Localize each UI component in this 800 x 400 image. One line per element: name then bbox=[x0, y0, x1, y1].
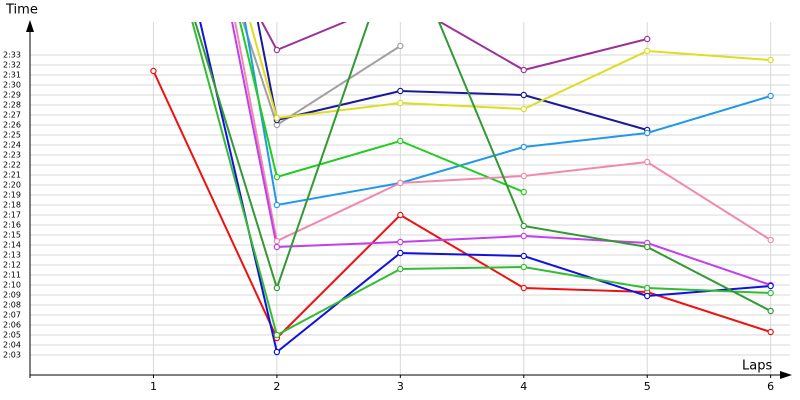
series-line bbox=[194, 22, 772, 312]
y-tick-label: 2:33 bbox=[3, 51, 21, 60]
y-tick-label: 2:11 bbox=[3, 271, 21, 280]
series-line bbox=[152, 70, 771, 340]
y-tick-label: 2:26 bbox=[3, 121, 21, 130]
y-tick-label: 2:19 bbox=[3, 191, 21, 200]
y-tick-label: 2:10 bbox=[3, 281, 21, 290]
y-tick-label: 2:03 bbox=[3, 351, 21, 360]
grid bbox=[30, 22, 790, 375]
data-point bbox=[520, 105, 527, 113]
data-point bbox=[520, 91, 527, 99]
data-point bbox=[644, 47, 651, 55]
data-point bbox=[520, 143, 527, 151]
y-tick-label: 2:04 bbox=[3, 341, 21, 350]
data-point bbox=[273, 46, 281, 54]
data-point bbox=[273, 237, 281, 245]
y-tick-label: 2:27 bbox=[3, 111, 21, 120]
series-line bbox=[244, 22, 771, 207]
y-tick-label: 2:23 bbox=[3, 151, 21, 160]
data-point bbox=[520, 263, 527, 271]
x-tick-label: 3 bbox=[397, 380, 404, 393]
data-point bbox=[397, 179, 404, 187]
x-axis-label: Laps bbox=[742, 359, 772, 374]
y-tick-label: 2:30 bbox=[3, 81, 21, 90]
data-point bbox=[397, 211, 404, 219]
lines bbox=[150, 0, 774, 356]
data-point bbox=[644, 284, 651, 292]
x-tick-label: 2 bbox=[273, 380, 280, 393]
y-tick-label: 2:17 bbox=[3, 211, 21, 220]
series-line bbox=[238, 22, 525, 193]
data-point bbox=[397, 265, 404, 273]
data-point bbox=[520, 66, 527, 74]
y-tick-label: 2:32 bbox=[3, 61, 21, 70]
data-point bbox=[644, 129, 651, 137]
data-point bbox=[767, 282, 774, 290]
series-line bbox=[260, 22, 648, 72]
y-tick-label: 2:07 bbox=[3, 311, 21, 320]
x-tick-label: 4 bbox=[520, 380, 527, 393]
x-tick-label: 5 bbox=[644, 380, 651, 393]
y-tick-label: 2:13 bbox=[3, 251, 21, 260]
series-line bbox=[234, 22, 772, 243]
y-tick-label: 2:14 bbox=[3, 241, 21, 250]
data-point bbox=[644, 292, 651, 300]
y-tick-label: 2:20 bbox=[3, 181, 21, 190]
data-point bbox=[767, 56, 774, 64]
data-point bbox=[644, 35, 651, 43]
data-point bbox=[520, 222, 527, 230]
data-point bbox=[273, 173, 281, 181]
series-line bbox=[199, 22, 771, 354]
data-point bbox=[273, 284, 281, 292]
data-point bbox=[767, 289, 774, 297]
series-line bbox=[248, 22, 771, 120]
series-line bbox=[231, 22, 771, 286]
data-point bbox=[273, 201, 281, 209]
data-point bbox=[273, 114, 281, 122]
x-axis-arrow bbox=[780, 371, 792, 379]
data-point bbox=[397, 99, 404, 107]
data-point bbox=[520, 172, 527, 180]
x-tick-label: 6 bbox=[767, 380, 774, 393]
y-tick-label: 2:22 bbox=[3, 161, 21, 170]
y-axis-arrow bbox=[26, 20, 34, 32]
data-point bbox=[397, 42, 404, 50]
y-tick-label: 2:16 bbox=[3, 221, 21, 230]
y-tick-label: 2:05 bbox=[3, 331, 21, 340]
y-tick-label: 2:31 bbox=[3, 71, 21, 80]
data-point bbox=[397, 87, 404, 95]
y-tick-label: 2:29 bbox=[3, 91, 21, 100]
data-point bbox=[767, 307, 774, 315]
data-point bbox=[767, 92, 774, 100]
data-point bbox=[397, 238, 404, 246]
y-tick-label: 2:25 bbox=[3, 131, 21, 140]
y-tick-label: 2:08 bbox=[3, 301, 21, 310]
data-point bbox=[397, 249, 404, 257]
y-tick-label: 2:21 bbox=[3, 171, 21, 180]
y-tick-label: 2:06 bbox=[3, 321, 21, 330]
data-point bbox=[767, 328, 774, 336]
y-tick-label: 2:18 bbox=[3, 201, 21, 210]
data-point bbox=[520, 188, 527, 196]
y-tick-label: 2:15 bbox=[3, 231, 21, 240]
data-point bbox=[398, 0, 403, 2]
data-point bbox=[273, 348, 281, 356]
y-tick-label: 2:28 bbox=[3, 101, 21, 110]
y-tick-label: 2:24 bbox=[3, 141, 21, 150]
data-point bbox=[273, 243, 281, 251]
data-point bbox=[273, 331, 281, 339]
data-point bbox=[644, 243, 651, 251]
series-line bbox=[191, 22, 771, 337]
data-point bbox=[397, 137, 404, 145]
data-point bbox=[520, 284, 527, 292]
y-axis-label: Time bbox=[5, 3, 38, 18]
y-tick-label: 2:12 bbox=[3, 261, 21, 270]
y-tick-label: 2:09 bbox=[3, 291, 21, 300]
data-point bbox=[767, 236, 774, 244]
data-point bbox=[644, 158, 651, 166]
x-tick-label: 1 bbox=[150, 380, 157, 393]
data-point bbox=[150, 67, 157, 75]
data-point bbox=[520, 232, 527, 240]
data-point bbox=[520, 252, 527, 260]
